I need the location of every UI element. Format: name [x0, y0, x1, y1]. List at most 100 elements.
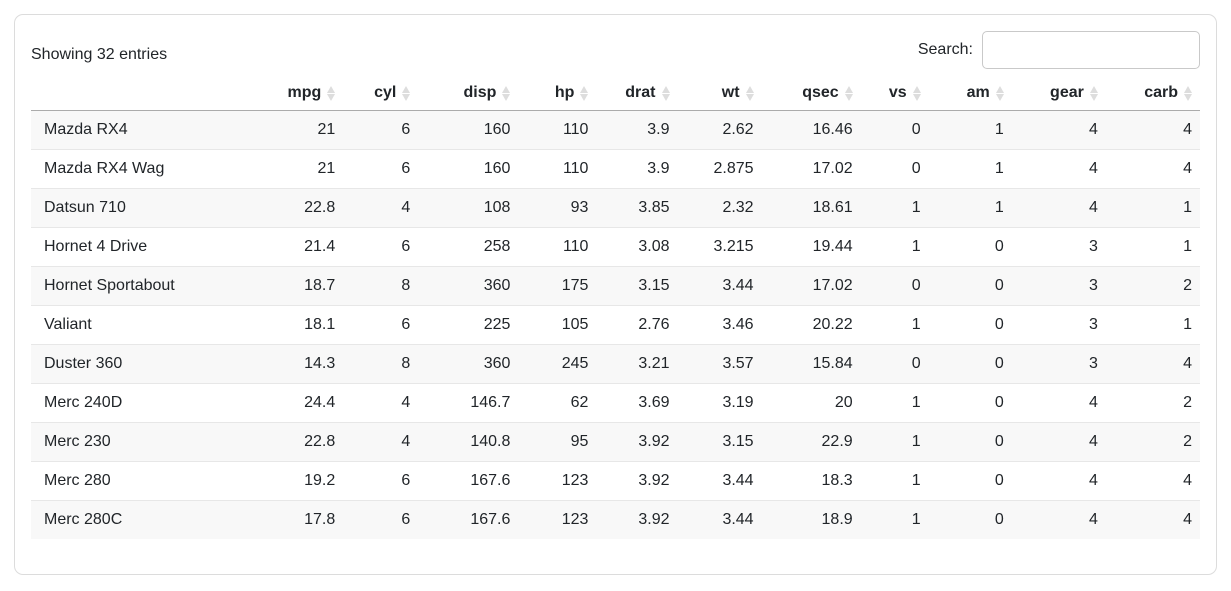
- data-cell: 0: [994, 277, 1004, 294]
- data-cell: 2.32: [722, 199, 754, 216]
- data-cell: 19.2: [304, 472, 336, 489]
- table-row: Mazda RX4 Wag 21 6 160 110 3.9 2.875 17.02 0 1 4 4: [31, 149, 1200, 189]
- column-header-label: am: [966, 84, 990, 101]
- row-name-cell: Duster 360: [44, 355, 123, 372]
- data-cell: 0: [994, 238, 1004, 255]
- data-cell: 0: [994, 316, 1004, 333]
- search-input[interactable]: [982, 31, 1200, 69]
- row-name-cell: Mazda RX4: [44, 121, 128, 138]
- data-cell: 105: [561, 316, 589, 333]
- data-cell: 2: [1183, 277, 1192, 294]
- table-row: Datsun 710 22.8 4 108 93 3.85 2.32 18.61 1 1 4 1: [31, 188, 1200, 228]
- data-cell: 6: [401, 238, 411, 255]
- data-cell: 3: [1088, 277, 1098, 294]
- row-name-cell: Mazda RX4 Wag: [44, 160, 165, 177]
- data-cell: 4: [1088, 160, 1098, 177]
- data-cell: 17.02: [812, 160, 853, 177]
- data-cell: 245: [561, 355, 589, 372]
- data-cell: 3.21: [638, 355, 670, 372]
- data-cell: 14.3: [304, 355, 336, 372]
- data-cell: 110: [562, 238, 589, 255]
- data-cell: 1: [994, 199, 1004, 216]
- search-label: Search:: [917, 41, 973, 58]
- table-toolbar: Showing 32 entries Search:: [31, 30, 1200, 70]
- data-cell: 167.6: [470, 472, 511, 489]
- data-cell: 140.8: [470, 433, 511, 450]
- column-header-gear[interactable]: gear: [1012, 76, 1106, 111]
- column-header-wt[interactable]: wt: [678, 76, 762, 111]
- data-cell: 4: [1183, 472, 1192, 489]
- data-table: mpg cyl disp hp drat wt qsec vs am gear carb Mazda…: [31, 76, 1200, 539]
- sort-icon: [912, 85, 921, 101]
- column-header-label: drat: [625, 84, 656, 101]
- data-cell: 4: [401, 199, 411, 216]
- column-header-mpg[interactable]: mpg: [271, 76, 343, 111]
- data-cell: 2.62: [722, 121, 754, 138]
- column-header-rowname[interactable]: [31, 76, 271, 111]
- data-cell: 21.4: [304, 238, 336, 255]
- column-header-hp[interactable]: hp: [518, 76, 596, 111]
- data-cell: 1: [911, 511, 921, 528]
- data-cell: 2: [1183, 433, 1192, 450]
- data-cell: 0: [994, 433, 1004, 450]
- sort-icon: [502, 85, 511, 101]
- column-header-vs[interactable]: vs: [861, 76, 929, 111]
- data-cell: 3.44: [722, 277, 754, 294]
- entries-info: Showing 32 entries: [31, 46, 168, 63]
- column-header-label: cyl: [374, 84, 397, 101]
- table-row: Merc 240D 24.4 4 146.7 62 3.69 3.19 20 1 0 4 2: [31, 383, 1200, 423]
- data-cell: 17.02: [812, 277, 853, 294]
- column-header-label: hp: [554, 84, 575, 101]
- data-cell: 2.76: [638, 316, 670, 333]
- data-cell: 0: [911, 277, 921, 294]
- data-cell: 20: [834, 394, 853, 411]
- data-cell: 0: [994, 511, 1004, 528]
- data-cell: 0: [994, 472, 1004, 489]
- data-cell: 0: [911, 355, 921, 372]
- data-cell: 4: [1183, 160, 1192, 177]
- sort-icon: [661, 85, 670, 101]
- data-cell: 4: [401, 394, 411, 411]
- data-cell: 24.4: [304, 394, 336, 411]
- row-name-cell: Merc 240D: [44, 394, 123, 411]
- data-cell: 110: [562, 121, 589, 138]
- column-header-am[interactable]: am: [929, 76, 1012, 111]
- column-header-label: disp: [463, 84, 497, 101]
- data-cell: 1: [911, 394, 921, 411]
- data-cell: 4: [1183, 355, 1192, 372]
- column-header-cyl[interactable]: cyl: [343, 76, 418, 111]
- data-cell: 167.6: [470, 511, 511, 528]
- data-cell: 6: [401, 160, 411, 177]
- data-cell: 0: [911, 160, 921, 177]
- row-name-cell: Merc 280: [44, 472, 111, 489]
- column-header-drat[interactable]: drat: [596, 76, 677, 111]
- data-cell: 18.61: [812, 199, 853, 216]
- data-cell: 1: [911, 433, 921, 450]
- column-header-disp[interactable]: disp: [418, 76, 518, 111]
- data-cell: 110: [562, 160, 589, 177]
- table-row: Merc 280 19.2 6 167.6 123 3.92 3.44 18.3 1 0 4 4: [31, 461, 1200, 501]
- data-cell: 4: [401, 433, 411, 450]
- data-cell: 18.1: [304, 316, 336, 333]
- data-cell: 4: [1088, 472, 1098, 489]
- data-cell: 22.8: [304, 199, 336, 216]
- data-cell: 4: [1088, 394, 1098, 411]
- sort-icon: [745, 85, 754, 101]
- data-cell: 1: [911, 199, 921, 216]
- data-cell: 1: [994, 121, 1004, 138]
- table-row: Mazda RX4 21 6 160 110 3.9 2.62 16.46 0 1 4 4: [31, 110, 1200, 150]
- data-cell: 6: [401, 472, 411, 489]
- data-cell: 123: [561, 511, 589, 528]
- data-cell: 3.44: [722, 472, 754, 489]
- data-cell: 19.44: [812, 238, 853, 255]
- table-row: Merc 230 22.8 4 140.8 95 3.92 3.15 22.9 1 0 4 2: [31, 422, 1200, 462]
- column-header-carb[interactable]: carb: [1106, 76, 1200, 111]
- data-cell: 160: [483, 160, 511, 177]
- data-cell: 1: [911, 472, 921, 489]
- data-cell: 6: [401, 316, 411, 333]
- column-header-qsec[interactable]: qsec: [762, 76, 861, 111]
- table-row: Hornet 4 Drive 21.4 6 258 110 3.08 3.215 19.44 1…: [31, 227, 1200, 267]
- data-cell: 6: [401, 121, 411, 138]
- data-cell: 18.9: [821, 511, 853, 528]
- data-cell: 3.15: [638, 277, 670, 294]
